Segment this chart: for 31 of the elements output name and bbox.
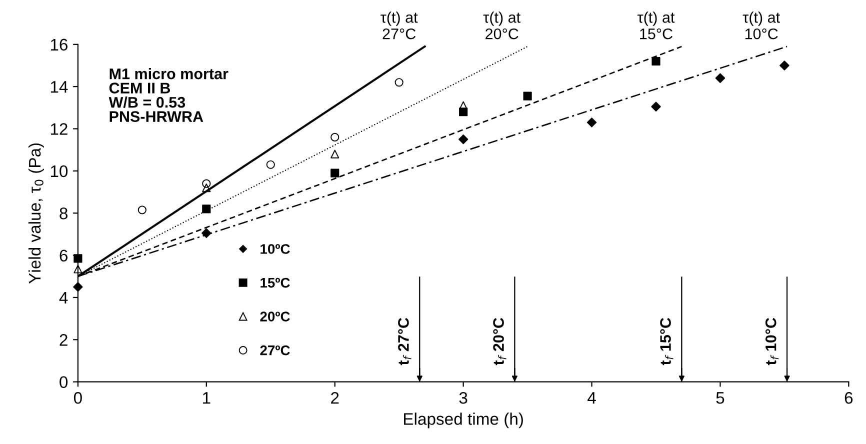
- series-label: τ(t) at 10°C: [742, 12, 780, 40]
- ref-line-label: t$_{f}$ 15°C: [660, 318, 674, 366]
- ref-line-label: t$_{f}$ 20°C: [493, 318, 506, 366]
- y-tick-label: 0: [60, 376, 68, 388]
- series-label: τ(t) at 15°C: [637, 12, 675, 40]
- series-label: τ(t) at 20°C: [483, 12, 520, 40]
- y-axis-title: Yield value, τ$_{0}$ (Pa): [28, 143, 44, 284]
- y-tick-label: 2: [60, 334, 68, 346]
- x-tick-label: 2: [331, 392, 339, 404]
- ref-line-label: t$_{f}$ 10°C: [765, 318, 779, 366]
- y-tick-label: 6: [60, 250, 68, 262]
- legend-label: 27ºC: [260, 345, 290, 356]
- y-tick-label: 12: [50, 123, 68, 135]
- x-axis-title: Elapsed time (h): [404, 412, 523, 428]
- legend-label: 20ºC: [260, 312, 290, 322]
- annotation: M1 micro mortar CEM II B W/B = 0.53 PNS-HRWRA: [108, 68, 228, 122]
- x-tick-label: 0: [74, 392, 82, 404]
- y-tick-label: 8: [60, 208, 68, 220]
- x-tick-label: 4: [588, 392, 596, 404]
- y-tick-label: 14: [50, 81, 68, 93]
- x-tick-label: 6: [844, 392, 853, 404]
- legend-label: 10ºC: [260, 244, 290, 254]
- ref-line-label: t$_{f}$ 27°C: [398, 318, 412, 366]
- x-tick-label: 3: [459, 392, 468, 404]
- y-tick-label: 16: [50, 38, 68, 51]
- x-tick-label: 1: [203, 392, 210, 404]
- x-tick-label: 5: [716, 392, 724, 404]
- y-tick-label: 4: [59, 292, 68, 304]
- series-label: τ(t) at 27°C: [380, 12, 418, 40]
- legend-label: 15ºC: [260, 278, 290, 288]
- y-tick-label: 10: [50, 165, 68, 178]
